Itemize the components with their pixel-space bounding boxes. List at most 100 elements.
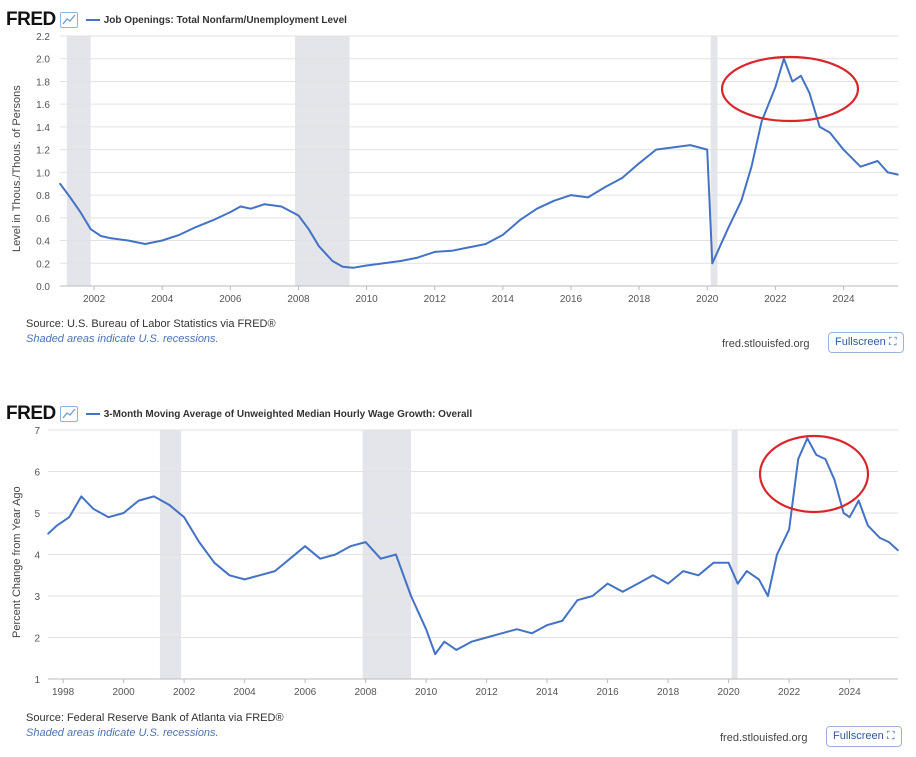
data-point — [808, 92, 811, 94]
site-link[interactable]: fred.stlouisfed.org — [722, 338, 810, 350]
annotation-ellipse — [758, 434, 870, 514]
data-point — [137, 499, 140, 502]
series-title: Job Openings: Total Nonfarm/Unemployment… — [103, 14, 347, 26]
data-point — [829, 131, 831, 134]
data-point — [100, 235, 102, 237]
data-point — [89, 228, 92, 230]
data-point — [379, 557, 382, 560]
data-point — [621, 177, 623, 179]
data-point — [307, 228, 310, 230]
data-point — [788, 528, 790, 531]
data-point — [455, 649, 458, 651]
data-point — [682, 570, 685, 572]
site-link[interactable]: fred.stlouisfed.org — [720, 732, 808, 744]
data-point — [561, 620, 564, 622]
data-point — [842, 512, 845, 514]
fullscreen-button[interactable]: Fullscreen ⛶ — [826, 726, 902, 747]
x-tick-label: 2004 — [233, 687, 256, 698]
x-tick-label: 2020 — [696, 294, 719, 305]
y-tick-label: 0.8 — [36, 191, 50, 202]
annotation-ellipse — [720, 55, 860, 123]
data-point — [606, 582, 609, 585]
y-tick-label: 6 — [34, 468, 40, 479]
data-point — [727, 562, 730, 564]
fullscreen-label: Fullscreen — [835, 336, 886, 348]
fullscreen-label: Fullscreen — [833, 730, 884, 742]
data-point — [655, 148, 657, 151]
data-point — [110, 237, 112, 240]
data-point — [349, 545, 352, 547]
data-point — [122, 512, 125, 514]
data-point — [536, 207, 538, 210]
data-point — [425, 628, 427, 630]
data-point — [127, 239, 129, 242]
data-point — [410, 595, 412, 597]
x-tick-label: 2008 — [354, 687, 377, 698]
data-point — [92, 508, 95, 510]
y-tick-label: 0.6 — [36, 214, 50, 225]
chart-line-icon[interactable] — [59, 406, 78, 422]
data-point — [500, 632, 503, 635]
y-tick-label: 0.2 — [36, 259, 50, 270]
data-point — [546, 624, 548, 626]
data-point — [637, 582, 639, 585]
data-point — [161, 239, 163, 242]
x-tick-label: 2004 — [151, 294, 174, 305]
y-tick-label: 1 — [34, 675, 40, 686]
data-point — [621, 591, 624, 593]
series-title: 3-Month Moving Average of Unweighted Med… — [103, 408, 473, 420]
x-tick-label: 2000 — [112, 687, 135, 698]
data-point — [59, 182, 61, 185]
y-tick-label: 1.0 — [36, 168, 50, 179]
data-point — [168, 503, 170, 506]
fullscreen-button[interactable]: Fullscreen ⛶ — [828, 332, 904, 353]
data-point — [331, 260, 334, 262]
data-point — [68, 516, 70, 518]
data-point — [399, 260, 402, 262]
series-line — [59, 57, 899, 269]
data-point — [107, 516, 110, 518]
fullscreen-icon: ⛶ — [886, 730, 895, 742]
data-point — [866, 524, 869, 527]
y-tick-label: 0.4 — [36, 237, 50, 248]
data-point — [767, 595, 769, 597]
recession-note: Shaded areas indicate U.S. recessions. — [26, 333, 219, 345]
data-point — [229, 211, 232, 213]
y-tick-label: 3 — [34, 592, 40, 603]
data-point — [258, 574, 261, 577]
chart-panel-2: FRED 3-Month Moving Average of Unweighte… — [0, 398, 916, 757]
legend-swatch — [85, 19, 100, 21]
data-point — [319, 557, 322, 560]
data-point — [249, 207, 252, 210]
y-tick-label: 4 — [34, 551, 40, 562]
recession-shade — [295, 36, 350, 286]
data-point — [745, 570, 748, 572]
y-tick-label: 2.0 — [36, 55, 50, 66]
data-point — [716, 251, 719, 253]
chart-header: FRED 3-Month Moving Average of Unweighte… — [6, 402, 472, 426]
data-point — [638, 162, 640, 165]
data-point — [842, 148, 845, 151]
chart-header: FRED Job Openings: Total Nonfarm/Unemplo… — [6, 8, 347, 32]
x-tick-label: 2008 — [287, 294, 310, 305]
data-point — [213, 562, 216, 564]
data-point — [56, 524, 58, 527]
legend-swatch — [85, 413, 100, 415]
fred-logo: FRED — [6, 403, 56, 424]
x-tick-label: 2012 — [424, 294, 447, 305]
data-point — [800, 74, 802, 77]
data-point — [433, 251, 436, 253]
data-point — [833, 479, 836, 481]
data-point — [740, 199, 743, 202]
data-point — [243, 578, 246, 581]
data-point — [364, 541, 367, 543]
data-point — [416, 256, 419, 259]
x-tick-label: 2006 — [219, 294, 242, 305]
x-tick-label: 2002 — [83, 294, 106, 305]
data-point — [334, 553, 337, 556]
x-tick-label: 2006 — [294, 687, 317, 698]
data-point — [750, 165, 753, 168]
x-tick-label: 2012 — [475, 687, 498, 698]
chart-line-icon[interactable] — [59, 12, 78, 28]
data-point — [195, 226, 198, 228]
